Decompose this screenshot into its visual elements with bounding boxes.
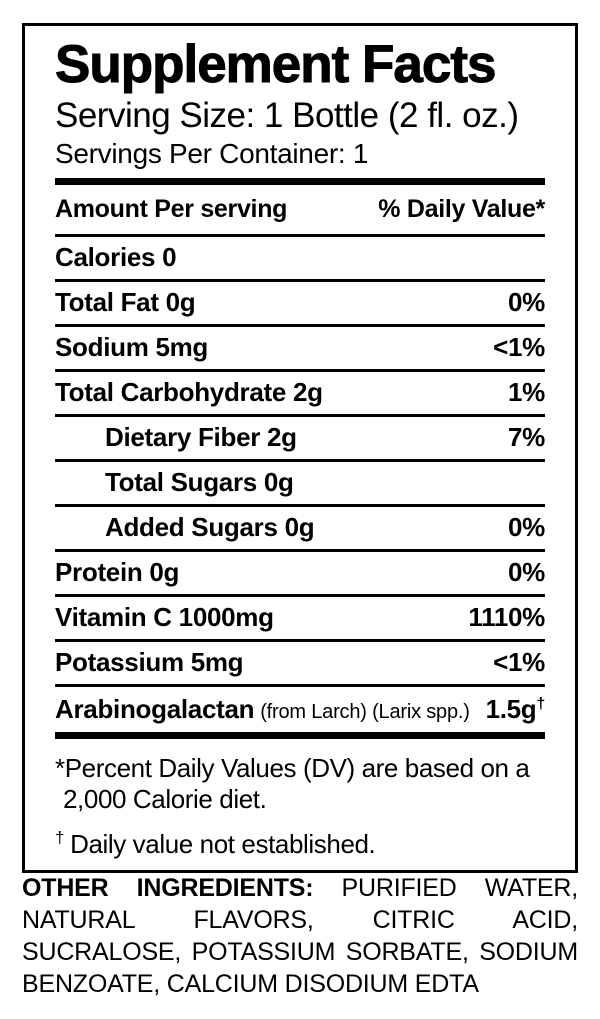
nutrient-name: Total Sugars 0g xyxy=(105,467,294,498)
other-ingredients-text: PURIFIED WATER, NATURAL FLAVORS, CITRIC … xyxy=(22,874,578,998)
nutrient-value: 0% xyxy=(508,287,545,318)
nutrient-name: Total Carbohydrate 2g xyxy=(55,377,323,408)
nutrient-name-text: Protein 0g xyxy=(55,557,180,588)
nutrient-row: Vitamin C 1000mg 1110% xyxy=(55,597,545,642)
nutrient-name-text: Potassium 5mg xyxy=(55,647,244,678)
nutrient-value: 1% xyxy=(508,377,545,408)
serving-size-text: Serving Size: 1 Bottle (2 fl. oz.) xyxy=(55,96,519,135)
nutrient-row: Total Fat 0g 0% xyxy=(55,282,545,327)
nutrient-row: Total Carbohydrate 2g 1% xyxy=(55,372,545,417)
nutrient-name: Calories 0 xyxy=(55,242,177,273)
nutrient-name-text: Dietary Fiber 2g xyxy=(105,422,297,453)
separator-thick-top xyxy=(55,177,545,185)
nutrient-name: Vitamin C 1000mg xyxy=(55,602,274,633)
nutrient-name-note: (from Larch) (Larix spp.) xyxy=(260,700,470,723)
supplement-facts-panel: Supplement Facts Serving Size: 1 Bottle … xyxy=(22,23,578,874)
nutrient-value: 1110% xyxy=(468,602,545,633)
nutrient-name: Arabinogalactan (from Larch) (Larix spp.) xyxy=(55,694,470,725)
nutrient-row: Sodium 5mg <1% xyxy=(55,327,545,372)
footnotes-block: *Percent Daily Values (DV) are based on … xyxy=(55,739,545,871)
dagger-superscript: † xyxy=(536,695,545,713)
daily-value-footnote-line1: *Percent Daily Values (DV) are based on … xyxy=(55,752,530,783)
nutrient-name-text: Sodium 5mg xyxy=(55,332,209,363)
nutrient-row: Protein 0g 0% xyxy=(55,552,545,597)
dagger-symbol: † xyxy=(55,828,65,848)
daily-value-footnote: *Percent Daily Values (DV) are based on … xyxy=(55,753,545,815)
nutrient-value-text: <1% xyxy=(493,647,545,678)
nutrient-value-text: 1% xyxy=(508,377,545,408)
nutrient-row: Potassium 5mg <1% xyxy=(55,642,545,687)
daily-value-header: % Daily Value* xyxy=(378,194,545,223)
facts-title: Supplement Facts xyxy=(55,35,497,94)
nutrient-name: Added Sugars 0g xyxy=(105,512,315,543)
nutrient-row: Added Sugars 0g 0% xyxy=(55,507,545,552)
nutrient-row: Calories 0 xyxy=(55,237,545,282)
nutrient-name-text: Total Carbohydrate 2g xyxy=(55,377,323,408)
dagger-footnote-text: Daily value not established. xyxy=(70,829,376,860)
nutrient-value-text: 0% xyxy=(508,557,545,588)
nutrient-name-text: Calories 0 xyxy=(55,242,177,273)
nutrient-value: 1.5g† xyxy=(485,693,546,725)
nutrient-value-text: 7% xyxy=(508,422,545,453)
nutrient-name: Sodium 5mg xyxy=(55,332,208,363)
nutrient-value-text: 1110% xyxy=(468,602,545,633)
nutrient-row: Total Sugars 0g xyxy=(55,462,545,507)
nutrient-rows: Calories 0 Total Fat 0g 0% Sodium 5mg xyxy=(55,237,545,732)
dagger-footnote: † Daily value not established. xyxy=(55,829,545,860)
nutrient-value: 0% xyxy=(508,512,545,543)
nutrient-name-text: Vitamin C 1000mg xyxy=(55,602,274,633)
nutrient-name: Protein 0g xyxy=(55,557,179,588)
nutrient-name: Dietary Fiber 2g xyxy=(105,422,297,453)
nutrient-name-text: Total Sugars 0g xyxy=(105,467,294,498)
daily-value-footnote-line2: 2,000 Calorie diet. xyxy=(63,783,267,814)
nutrient-row: Dietary Fiber 2g 7% xyxy=(55,417,545,462)
nutrient-value: <1% xyxy=(493,332,545,363)
nutrient-value: 7% xyxy=(508,422,545,453)
amount-per-serving-header: Amount Per serving xyxy=(55,194,288,223)
nutrient-name-text: Total Fat 0g xyxy=(55,287,196,318)
other-ingredients-paragraph: OTHER INGREDIENTS: PURIFIED WATER, NATUR… xyxy=(22,872,578,1000)
servings-per-container-text: Servings Per Container: 1 xyxy=(55,137,369,169)
column-header-row: Amount Per serving % Daily Value* xyxy=(55,185,545,237)
nutrient-name: Potassium 5mg xyxy=(55,647,244,678)
nutrient-value-text: 1.5g xyxy=(485,693,537,724)
nutrient-value: 0% xyxy=(508,557,545,588)
nutrient-value-text: <1% xyxy=(493,332,545,363)
nutrient-name-text: Arabinogalactan xyxy=(55,693,255,724)
other-ingredients-lead: OTHER INGREDIENTS: xyxy=(22,874,314,902)
nutrient-value-text: 0% xyxy=(508,512,545,543)
nutrient-name: Total Fat 0g xyxy=(55,287,196,318)
nutrient-row: Arabinogalactan (from Larch) (Larix spp.)… xyxy=(55,687,545,732)
nutrient-value: <1% xyxy=(493,647,545,678)
nutrient-value-text: 0% xyxy=(508,287,545,318)
facts-header-block: Supplement Facts Serving Size: 1 Bottle … xyxy=(55,26,545,170)
separator-thick-bottom xyxy=(55,731,545,739)
nutrient-name-text: Added Sugars 0g xyxy=(105,512,315,543)
